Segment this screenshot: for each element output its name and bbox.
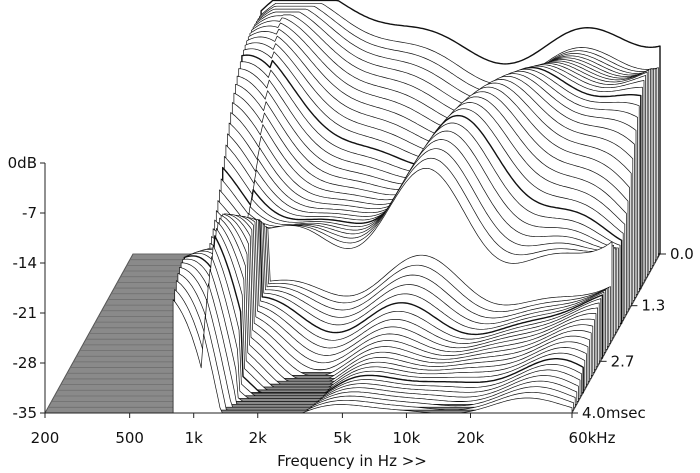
x-tick-label: 5k bbox=[333, 429, 352, 447]
x-tick-label: 20k bbox=[457, 429, 485, 447]
y-tick-label: -14 bbox=[13, 254, 38, 272]
y-tick-label: -35 bbox=[13, 404, 38, 422]
x-tick-label: 2k bbox=[249, 429, 268, 447]
decay-slices bbox=[172, 0, 661, 414]
time-axis: 0.0 1.3 2.7 4.0msec bbox=[572, 245, 694, 422]
y-tick-label: -7 bbox=[22, 204, 37, 222]
time-tick-label: 1.3 bbox=[641, 297, 665, 315]
x-axis: 200 500 1k 2k 5k 10k 20k 60kHz bbox=[31, 412, 616, 447]
x-axis-title: Frequency in Hz >> bbox=[277, 452, 427, 470]
time-tick-label: 2.7 bbox=[611, 352, 635, 370]
y-tick-label: 0dB bbox=[8, 154, 37, 172]
time-tick-label: 0.0 bbox=[670, 245, 694, 263]
x-tick-label: 10k bbox=[393, 429, 421, 447]
axes: 0dB -7 -14 -21 -28 -35 0.0 1.3 2.7 4.0msec 200 50… bbox=[8, 154, 694, 470]
x-tick-label: 200 bbox=[31, 429, 60, 447]
x-tick-label: 60kHz bbox=[569, 429, 616, 447]
y-axis: 0dB -7 -14 -21 -28 -35 bbox=[8, 154, 46, 422]
y-tick-label: -28 bbox=[13, 354, 38, 372]
x-tick-label: 1k bbox=[185, 429, 204, 447]
y-tick-label: -21 bbox=[13, 304, 38, 322]
decay-slice bbox=[202, 219, 604, 359]
time-tick-label: 4.0msec bbox=[582, 404, 646, 422]
x-tick-label: 500 bbox=[115, 429, 144, 447]
